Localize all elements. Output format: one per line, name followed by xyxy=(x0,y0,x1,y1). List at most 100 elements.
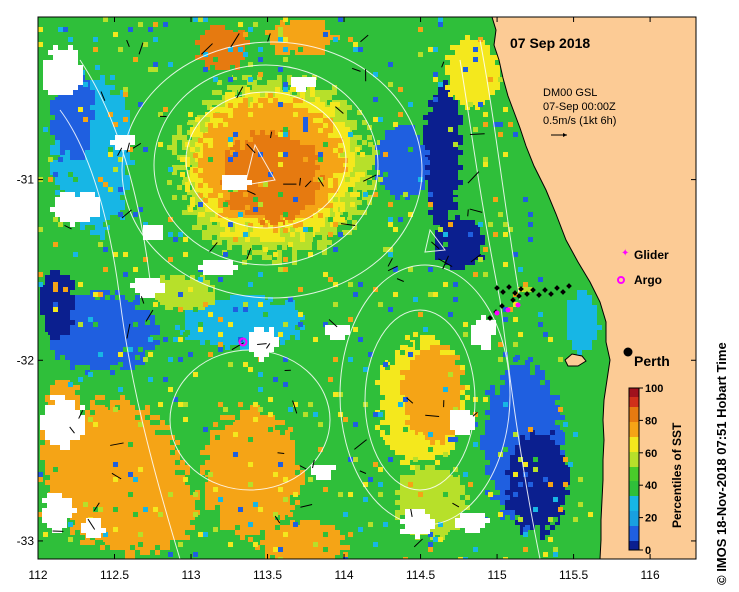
sst-pixel xyxy=(195,330,200,335)
sst-pixel xyxy=(55,140,60,145)
sst-pixel xyxy=(100,200,105,205)
sst-pixel xyxy=(110,345,115,350)
sst-pixel xyxy=(90,215,95,220)
sst-pixel xyxy=(268,108,273,113)
sst-pixel xyxy=(125,355,130,360)
sst-pixel xyxy=(75,165,80,170)
sst-pixel xyxy=(80,155,85,160)
sst-pixel xyxy=(90,540,95,545)
sst-pixel xyxy=(180,172,185,177)
sst-pixel xyxy=(130,365,135,370)
sst-pixel xyxy=(135,445,140,450)
sst-pixel xyxy=(135,295,140,300)
sst-pixel xyxy=(145,500,150,505)
sst-pixel xyxy=(145,525,150,530)
sst-pixel xyxy=(265,140,270,145)
sst-pixel xyxy=(75,500,80,505)
sst-pixel xyxy=(300,25,305,30)
sst-pixel xyxy=(50,100,55,105)
sst-pixel xyxy=(260,210,265,215)
sst-pixel xyxy=(347,230,352,235)
sst-pixel xyxy=(80,335,85,340)
sst-pixel xyxy=(287,235,292,240)
sst-pixel xyxy=(283,228,288,233)
sst-pixel xyxy=(80,495,85,500)
sst-pixel xyxy=(230,35,235,40)
sst-pixel xyxy=(100,325,105,330)
sst-pixel xyxy=(208,173,213,178)
sst-pixel xyxy=(210,217,215,222)
sst-pixel xyxy=(85,445,90,450)
sst-pixel xyxy=(285,140,290,145)
sst-pixel xyxy=(115,470,120,475)
sst-pixel xyxy=(165,460,170,465)
sst-pixel xyxy=(110,540,115,545)
sst-pixel xyxy=(325,122,330,127)
sst-pixel xyxy=(80,110,85,115)
sst-pixel xyxy=(90,170,95,175)
sst-pixel xyxy=(115,350,120,355)
sst-pixel xyxy=(218,138,223,143)
sst-pixel xyxy=(238,143,243,148)
sst-pixel xyxy=(140,360,145,365)
sst-pixel xyxy=(255,310,260,315)
sst-pixel xyxy=(340,192,345,197)
sst-pixel xyxy=(125,185,130,190)
sst-pixel xyxy=(100,80,105,85)
sst-pixel xyxy=(230,200,235,205)
sst-pixel xyxy=(260,145,265,150)
sst-pixel xyxy=(235,295,240,300)
sst-pixel xyxy=(195,177,200,182)
sst-pixel xyxy=(115,360,120,365)
sst-pixel xyxy=(125,320,130,325)
sst-pixel xyxy=(330,102,335,107)
sst-pixel xyxy=(80,115,85,120)
sst-pixel xyxy=(135,540,140,545)
sst-pixel xyxy=(230,425,235,430)
sst-pixel xyxy=(310,185,315,190)
sst-pixel xyxy=(300,180,305,185)
sst-pixel xyxy=(342,220,347,225)
sst-pixel xyxy=(70,105,75,110)
sst-pixel xyxy=(140,500,145,505)
sst-pixel xyxy=(273,108,278,113)
sst-pixel xyxy=(197,205,202,210)
sst-pixel xyxy=(205,330,210,335)
sst-pixel xyxy=(75,105,80,110)
sst-pixel xyxy=(95,65,100,70)
sst-pixel xyxy=(243,123,248,128)
sst-pixel xyxy=(240,300,245,305)
sst-pixel xyxy=(255,450,260,455)
sst-pixel xyxy=(295,475,300,480)
sst-pixel xyxy=(192,210,197,215)
sst-pixel xyxy=(270,175,275,180)
sst-pixel xyxy=(233,208,238,213)
sst-pixel xyxy=(190,315,195,320)
sst-pixel xyxy=(208,193,213,198)
sst-pixel xyxy=(210,450,215,455)
sst-pixel xyxy=(225,55,230,60)
sst-pixel xyxy=(70,500,75,505)
sst-pixel xyxy=(190,197,195,202)
sst-pixel xyxy=(355,192,360,197)
sst-pixel xyxy=(200,335,205,340)
sst-pixel xyxy=(218,133,223,138)
sst-pixel xyxy=(218,113,223,118)
sst-pixel xyxy=(192,140,197,145)
sst-pixel xyxy=(187,190,192,195)
sst-pixel xyxy=(280,440,285,445)
sst-pixel xyxy=(332,90,337,95)
sst-pixel xyxy=(352,125,357,130)
sst-pixel xyxy=(200,470,205,475)
sst-pixel xyxy=(195,325,200,330)
sst-pixel xyxy=(245,295,250,300)
sst-pixel xyxy=(230,310,235,315)
sst-pixel xyxy=(318,148,323,153)
sst-pixel xyxy=(250,465,255,470)
sst-pixel xyxy=(240,232,245,237)
sst-pixel xyxy=(110,545,115,550)
sst-pixel xyxy=(265,445,270,450)
sst-pixel xyxy=(332,225,337,230)
sst-pixel xyxy=(320,217,325,222)
sst-pixel xyxy=(305,170,310,175)
